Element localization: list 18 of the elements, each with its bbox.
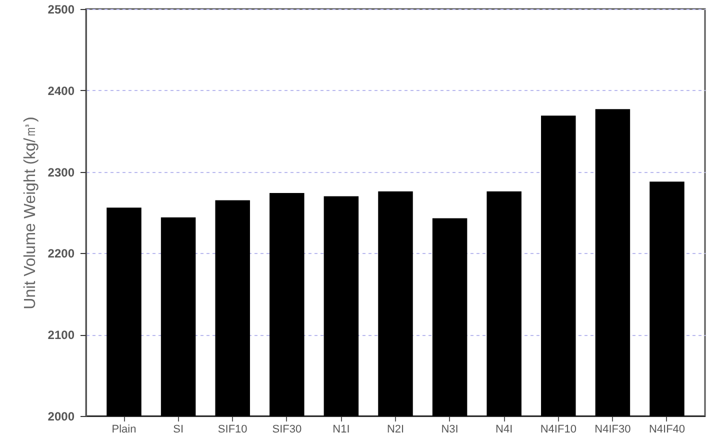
x-tick-label: N2I (386, 424, 404, 436)
y-axis-title: Unit Volume Weight (kg/㎥) (22, 116, 39, 310)
x-tick-label: Plain (112, 424, 136, 436)
x-tick-label: N4IF10 (540, 424, 576, 436)
x-tick-label: SIF30 (272, 424, 302, 436)
y-tick-label: 2100 (48, 328, 75, 342)
y-tick-label: 2200 (48, 246, 75, 261)
y-tick-label: 2400 (48, 84, 75, 98)
y-tick-label: 2000 (48, 410, 75, 424)
x-tick-label: SIF10 (218, 424, 248, 436)
x-tick-label: N3I (441, 424, 458, 436)
x-tick-label: N4IF30 (594, 424, 631, 436)
x-tick-label: N1I (332, 424, 350, 436)
x-tick-label: N4I (496, 424, 513, 436)
y-tick-label: 2300 (48, 165, 75, 180)
x-tick-label: N4IF40 (648, 424, 686, 436)
y-tick-label: 2500 (48, 2, 75, 16)
x-tick-label: SI (173, 424, 184, 436)
